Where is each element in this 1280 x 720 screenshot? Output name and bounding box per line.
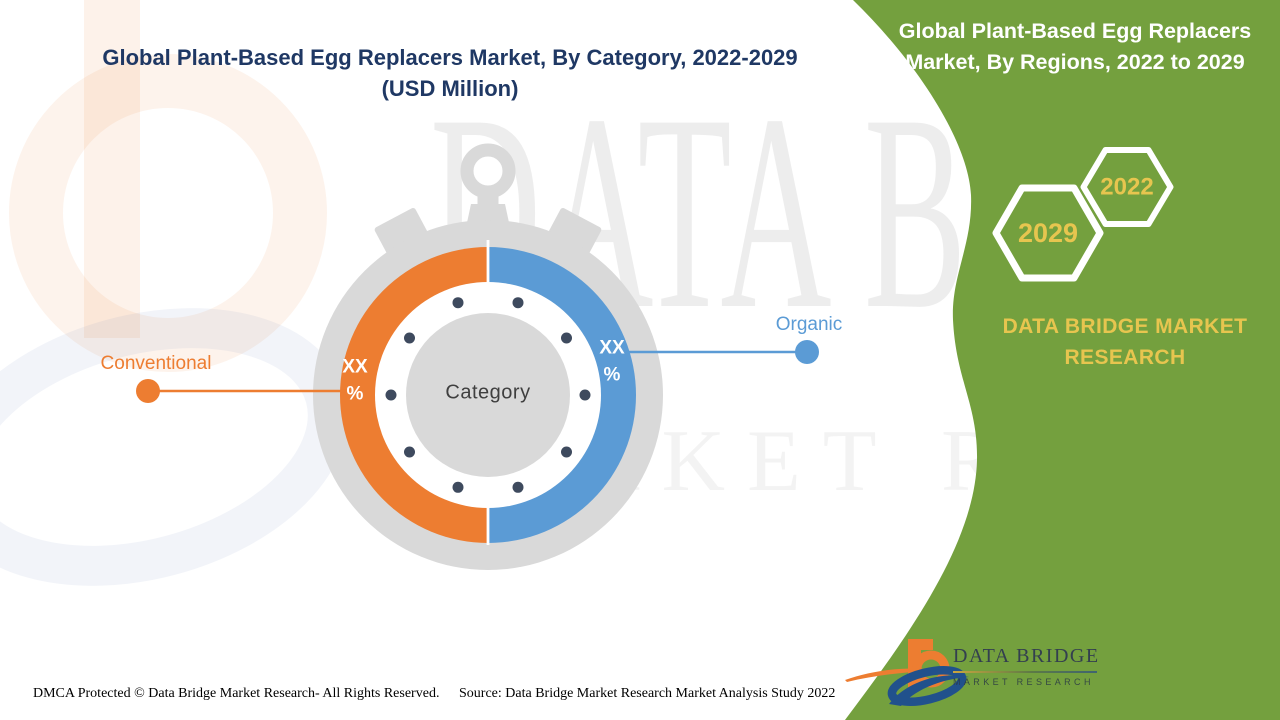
tick-dots [385, 297, 591, 493]
chart-title-line2: (USD Million) [381, 76, 519, 101]
conventional-leader-dot [136, 379, 160, 403]
chart-title-line1: Global Plant-Based Egg Replacers Market,… [102, 45, 798, 70]
conventional-value-label: XX % [342, 356, 368, 404]
stopwatch-left-button [374, 208, 428, 254]
donut-center-disc [406, 313, 570, 477]
dmca-notice: DMCA Protected © Data Bridge Market Rese… [33, 686, 440, 701]
organic-value-label: XX % [599, 337, 625, 385]
organic-leader-dot [795, 340, 819, 364]
source-note: Source: Data Bridge Market Research Mark… [459, 686, 836, 701]
segment-separator-top [486, 240, 490, 286]
organic-label: Organic [775, 314, 843, 335]
chart-title: Global Plant-Based Egg Replacers Market,… [80, 42, 820, 104]
segment-separator-bottom [486, 499, 490, 545]
green-panel-shape [845, 0, 1280, 720]
chart-center-label: Category [445, 381, 531, 404]
conventional-label: Conventional [100, 353, 212, 374]
stopwatch-right-button [548, 208, 602, 254]
